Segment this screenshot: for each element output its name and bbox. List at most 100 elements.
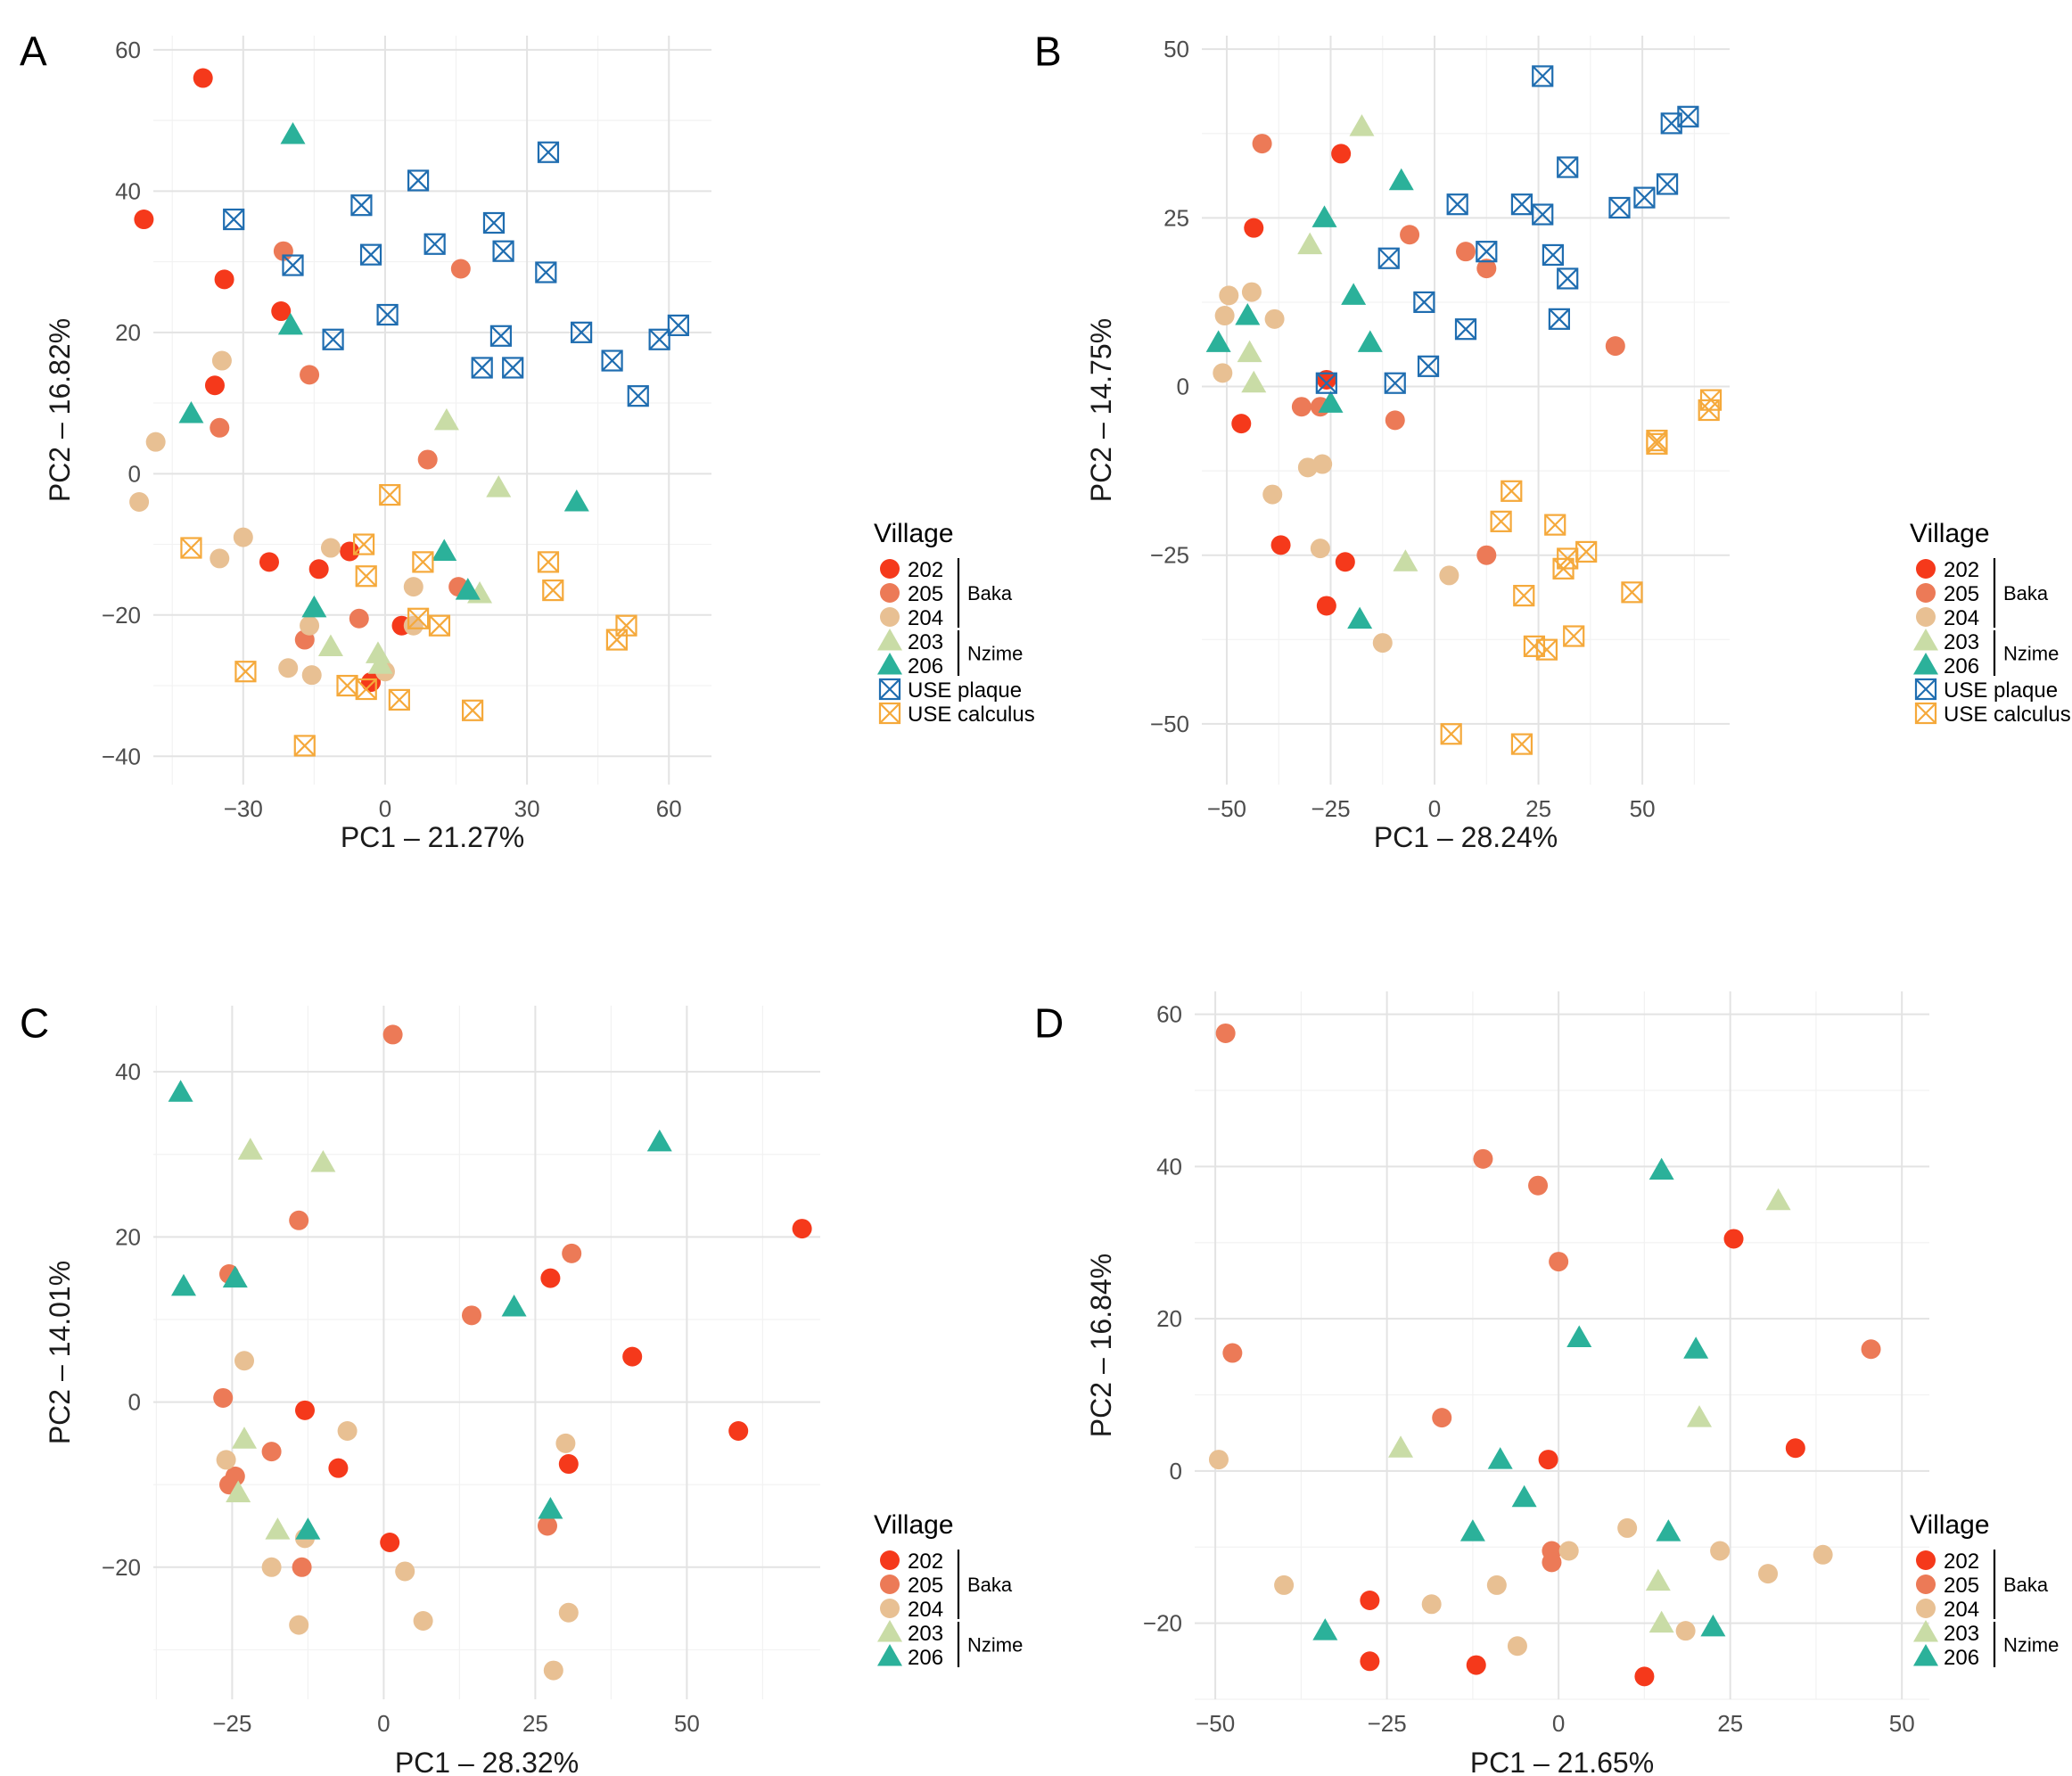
group-label: Nzime xyxy=(2003,643,2059,665)
data-point xyxy=(1699,389,1723,411)
x-tick-label: 30 xyxy=(514,795,540,822)
data-point xyxy=(543,1660,563,1681)
legend-key xyxy=(880,1575,900,1594)
data-point xyxy=(1214,306,1235,326)
panel-letter: A xyxy=(20,29,47,75)
data-point xyxy=(1349,114,1375,136)
data-point xyxy=(1440,723,1462,745)
data-point xyxy=(455,578,481,600)
data-point xyxy=(1687,1405,1713,1427)
series-206 xyxy=(1312,1157,1726,1640)
data-point xyxy=(1575,540,1598,563)
y-tick-label: 20 xyxy=(1156,1305,1182,1332)
legend-label: 204 xyxy=(1944,606,1979,630)
legend-key xyxy=(880,1599,900,1618)
data-point xyxy=(1222,1343,1243,1363)
series-202 xyxy=(1360,1229,1805,1687)
legend-label: 205 xyxy=(908,582,943,606)
legend-label: USE calculus xyxy=(908,703,1035,727)
data-point xyxy=(295,1517,321,1540)
data-point xyxy=(337,1420,358,1441)
legend-key xyxy=(877,629,902,651)
data-point xyxy=(1548,308,1570,330)
x-tick-label: −50 xyxy=(1207,795,1246,822)
data-point xyxy=(1456,242,1476,262)
y-tick-label: −50 xyxy=(1150,711,1189,737)
data-point xyxy=(501,1295,527,1317)
data-point xyxy=(1511,1484,1537,1508)
data-point xyxy=(265,1517,291,1540)
data-point xyxy=(542,579,564,602)
y-tick-label: 60 xyxy=(1156,1001,1182,1028)
series-use-calculus xyxy=(180,483,637,757)
data-point xyxy=(471,357,493,379)
x-axis-title: PC1 – 21.65% xyxy=(1470,1747,1654,1776)
data-point xyxy=(1347,606,1373,629)
data-point xyxy=(432,539,457,561)
data-point xyxy=(310,1149,336,1172)
data-point xyxy=(1235,303,1261,325)
data-point xyxy=(171,1273,196,1296)
legend-title: Village xyxy=(1910,519,1990,548)
data-point xyxy=(1417,355,1440,377)
data-point xyxy=(1558,1541,1579,1561)
x-tick-label: 60 xyxy=(656,795,682,822)
legend-label: 204 xyxy=(908,1598,943,1622)
data-point xyxy=(1360,1651,1380,1672)
data-point xyxy=(1813,1544,1833,1565)
data-point xyxy=(1765,1188,1791,1211)
x-tick-label: 25 xyxy=(1717,1710,1743,1737)
y-tick-label: 40 xyxy=(1156,1153,1182,1180)
data-point xyxy=(222,1265,248,1288)
legend-key xyxy=(1914,702,1937,725)
data-point xyxy=(1237,340,1262,363)
data-point xyxy=(1656,1519,1681,1542)
data-point xyxy=(1544,514,1566,536)
data-point xyxy=(350,194,373,217)
data-point xyxy=(349,608,369,629)
legend-key xyxy=(880,559,900,579)
data-point xyxy=(1446,193,1468,216)
data-point xyxy=(1675,1621,1696,1641)
group-label: Nzime xyxy=(2003,1634,2059,1657)
x-tick-label: 0 xyxy=(377,1710,390,1737)
data-point xyxy=(1432,1408,1452,1428)
data-point xyxy=(178,400,204,423)
data-point xyxy=(1454,318,1477,341)
data-point xyxy=(1316,369,1336,390)
data-point xyxy=(1466,1655,1486,1675)
y-axis-title: PC2 – 14.01% xyxy=(44,1261,76,1444)
legend-title: Village xyxy=(874,519,954,548)
legend-title: Village xyxy=(1910,1510,1990,1540)
data-point xyxy=(615,614,637,637)
data-point xyxy=(1487,1447,1513,1469)
legend-label: 203 xyxy=(908,630,943,654)
series-202 xyxy=(134,68,412,693)
data-point xyxy=(271,301,292,322)
data-point xyxy=(1208,1450,1229,1470)
series-use-plaque xyxy=(223,141,689,407)
data-point xyxy=(1542,1552,1562,1573)
data-point xyxy=(232,1427,257,1449)
data-point xyxy=(1377,247,1400,269)
data-point xyxy=(1557,156,1579,178)
data-point xyxy=(1231,414,1252,434)
data-point xyxy=(1241,370,1267,393)
y-tick-label: 0 xyxy=(1170,1458,1182,1484)
legend-key xyxy=(1916,583,1936,603)
legend-label: 203 xyxy=(1944,630,1979,654)
group-label: Baka xyxy=(967,1574,1013,1596)
data-point xyxy=(1213,363,1233,383)
gridlines xyxy=(153,1006,820,1699)
x-axis-title: PC1 – 28.32% xyxy=(395,1747,579,1776)
data-point xyxy=(1532,203,1554,226)
legend-key xyxy=(878,678,901,701)
data-point xyxy=(280,121,306,144)
legend-label: 205 xyxy=(908,1574,943,1598)
data-point xyxy=(1262,484,1283,505)
data-point xyxy=(1310,539,1330,559)
data-point xyxy=(407,169,430,192)
legend-key xyxy=(877,1644,902,1666)
